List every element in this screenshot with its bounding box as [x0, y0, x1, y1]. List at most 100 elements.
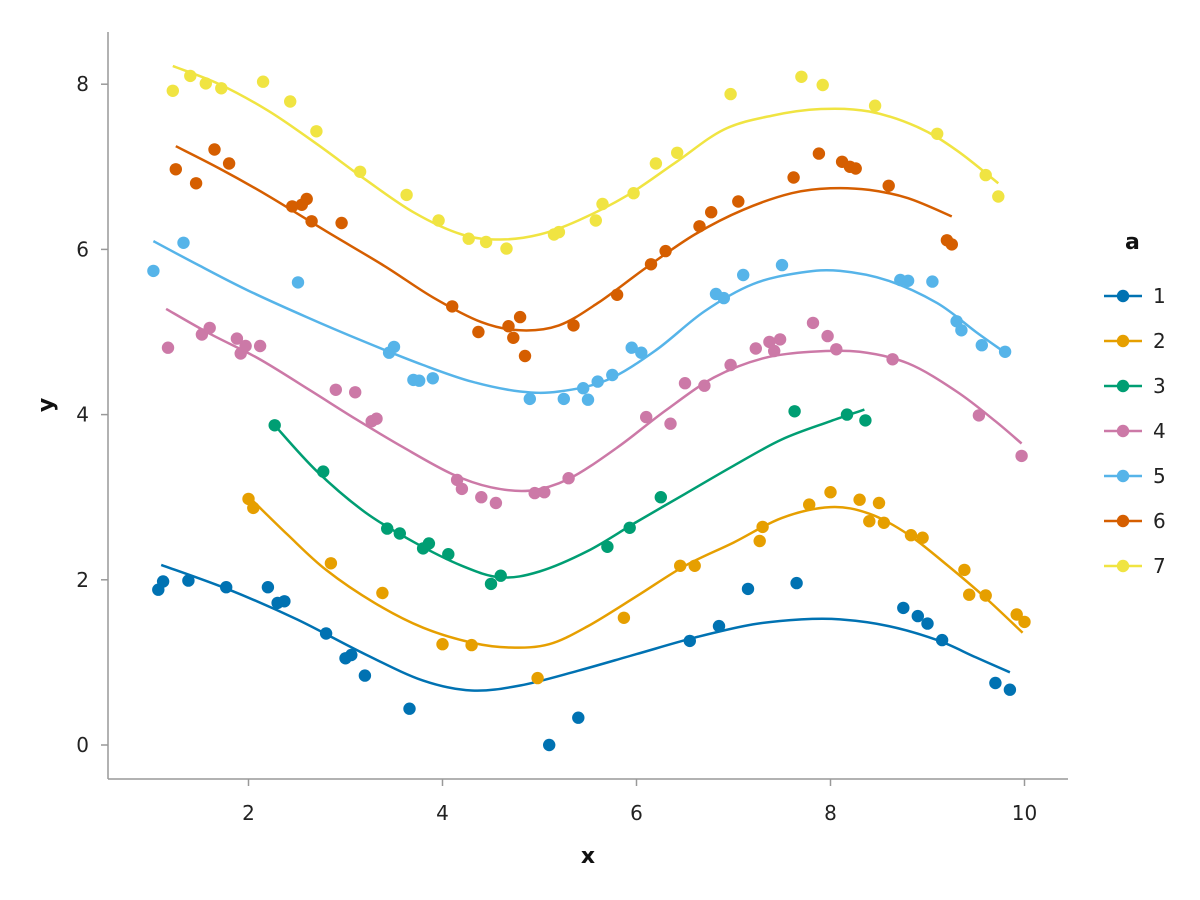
series-6-point — [222, 157, 236, 170]
series-3-point — [623, 521, 636, 534]
legend-marker — [1116, 424, 1130, 438]
series-7-point — [979, 168, 992, 182]
series-7-point — [353, 165, 367, 178]
series-4-point — [161, 341, 175, 354]
series-1-point — [712, 619, 726, 633]
series-2-point — [853, 493, 866, 506]
series-4-point — [528, 486, 541, 500]
series-6-point — [518, 349, 532, 363]
legend-item-7: 7 — [1104, 554, 1166, 578]
series-6-point — [208, 143, 221, 156]
series-3-point — [788, 405, 801, 418]
series-6-point — [169, 163, 182, 176]
series-6-point — [610, 288, 624, 301]
series-2-point — [247, 501, 260, 515]
series-5-point — [523, 392, 536, 406]
series-7-point — [310, 125, 323, 138]
series-2-point — [674, 559, 687, 572]
series-4-point — [664, 417, 677, 430]
y-tick-label: 0 — [76, 733, 89, 757]
series-6-point — [513, 310, 527, 324]
series-7-point — [284, 95, 297, 108]
series-2-smooth-line — [252, 500, 1024, 649]
series-7-point — [462, 232, 475, 245]
series-1-point — [182, 574, 195, 587]
series-4-point — [749, 342, 762, 355]
series-6-point — [812, 147, 826, 160]
legend-label: 2 — [1153, 329, 1166, 353]
series-4-point — [475, 491, 488, 504]
series-5-point — [955, 324, 968, 337]
series-4-point — [489, 496, 503, 510]
series-2-point — [436, 638, 449, 651]
series-3-point — [484, 577, 498, 591]
series-5-point — [926, 275, 939, 288]
series-1-point — [261, 581, 275, 594]
y-tick-label: 6 — [76, 237, 89, 261]
series-7-point — [671, 146, 684, 159]
series-6-point — [507, 331, 520, 344]
y-tick-label: 8 — [76, 72, 89, 96]
series-5-point — [177, 236, 190, 249]
series-4-point — [763, 335, 776, 349]
series-2-point — [863, 515, 876, 528]
series-3-point — [601, 540, 614, 553]
legend-marker — [1116, 289, 1130, 303]
series-1-point — [319, 627, 333, 640]
series-5-point — [975, 339, 988, 352]
series-7-point — [627, 187, 640, 200]
series-3-point — [422, 537, 436, 550]
x-axis-title: x — [581, 844, 595, 869]
series-7-point — [479, 235, 493, 249]
series-5-smooth-line — [152, 239, 1006, 395]
series-6-point — [472, 325, 485, 339]
series-7-point — [199, 77, 212, 90]
series-6-point — [189, 177, 203, 190]
series-1-point — [989, 676, 1002, 690]
y-tick-label: 2 — [76, 568, 89, 592]
series-4-point — [698, 379, 711, 392]
series-4-point — [821, 329, 834, 343]
series-6-point — [659, 244, 672, 258]
series-2-point — [1018, 615, 1031, 629]
series-7-point — [184, 69, 197, 83]
series-4-point — [773, 333, 787, 346]
series-2-point — [824, 486, 837, 499]
series-4-point — [329, 383, 342, 396]
series-3-point — [859, 414, 872, 427]
series-6-point — [335, 216, 348, 230]
series-3-smooth-line — [273, 408, 865, 579]
x-tick-label: 2 — [242, 801, 255, 825]
series-5 — [147, 236, 1012, 406]
legend-marker — [1116, 379, 1130, 393]
series-6-point — [305, 215, 318, 228]
series-7-point — [166, 84, 179, 98]
series-2-point — [904, 529, 918, 542]
legend-item-1: 1 — [1104, 284, 1166, 308]
series-1-point — [403, 702, 416, 715]
legend-label: 4 — [1153, 419, 1166, 443]
legend-label: 5 — [1153, 464, 1166, 488]
series-5-point — [557, 392, 570, 406]
series-4-point — [230, 332, 244, 345]
series-3 — [268, 405, 872, 591]
legend-title: a — [1125, 230, 1140, 255]
series-5-point — [581, 393, 595, 406]
series-6-point — [732, 195, 745, 208]
series-4-point — [640, 410, 653, 424]
series-7-point — [256, 75, 270, 88]
series-4-point — [349, 386, 362, 399]
series-4-point — [370, 412, 383, 425]
series-4-point — [768, 344, 781, 358]
series-1-point — [921, 617, 934, 630]
series-7-point — [868, 99, 882, 112]
series-6-point — [286, 200, 299, 213]
series-6-point — [787, 171, 800, 184]
legend-item-4: 4 — [1104, 419, 1166, 443]
series-2-point — [872, 496, 886, 510]
series-1 — [152, 563, 1017, 752]
series-5-point — [717, 291, 730, 305]
series-6-point — [945, 238, 958, 251]
series-2-point — [1010, 608, 1023, 621]
